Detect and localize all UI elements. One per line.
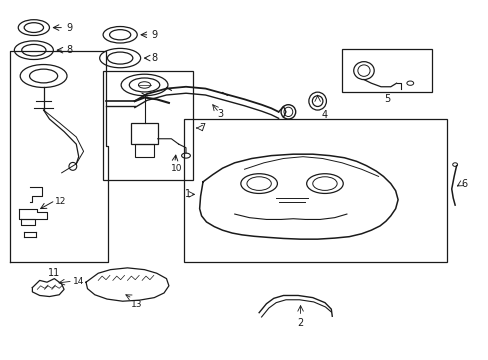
Text: 8: 8 [152,53,158,63]
Text: 4: 4 [321,110,327,120]
Bar [135,144,154,157]
Text: 3: 3 [217,109,224,119]
Text: 10: 10 [171,164,183,173]
Text: 11: 11 [48,268,61,278]
Bar [131,123,158,144]
Text: 14: 14 [73,276,84,285]
Text: 13: 13 [131,300,142,309]
Text: 9: 9 [66,23,73,33]
Ellipse shape [138,82,150,88]
Text: 6: 6 [461,179,467,189]
Ellipse shape [241,174,277,193]
Bar [103,71,193,180]
Text: 5: 5 [383,94,389,104]
Text: 2: 2 [297,318,303,328]
Bar [341,49,431,92]
Text: 7: 7 [199,123,205,133]
Text: 8: 8 [66,45,73,55]
Polygon shape [86,268,168,301]
Polygon shape [199,154,397,239]
Text: 9: 9 [152,30,158,40]
Text: 1: 1 [184,189,191,199]
Text: 12: 12 [55,197,66,206]
Polygon shape [32,279,64,297]
Ellipse shape [306,174,343,193]
Bar [183,119,446,262]
